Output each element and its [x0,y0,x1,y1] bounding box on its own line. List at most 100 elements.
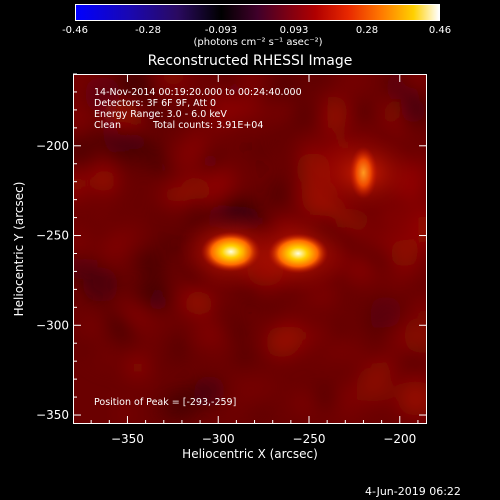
background-texture [73,74,427,424]
texture-blob [73,230,86,253]
texture-blob [312,339,331,357]
colorbar-tick-label: -0.46 [62,25,88,36]
texture-blob [370,349,385,364]
texture-blob [200,151,221,172]
texture-blob [148,201,175,228]
colorbar [75,4,440,21]
texture-blob [409,282,427,302]
texture-blob [141,105,161,126]
texture-blob [169,109,185,125]
time-range-annotation: 14-Nov-2014 00:19:20.000 to 00:24:40.000 [94,87,302,98]
texture-blob [114,123,130,139]
texture-blob [276,320,307,352]
texture-blob [314,74,333,89]
energy-annotation: Energy Range: 3.0 - 6.0 keV [94,109,227,120]
texture-blob [256,375,276,395]
texture-blob [351,102,373,123]
texture-blob [348,325,362,338]
date-stamp: 4-Jun-2019 06:22 [365,485,461,498]
texture-blob [277,104,292,118]
texture-blob [193,305,218,330]
texture-blob [337,74,371,97]
texture-blob [235,74,253,86]
texture-blob [400,97,427,124]
texture-blob [157,398,182,423]
texture-blob [234,351,253,369]
x-tick-label: −200 [383,432,416,446]
texture-blob [83,267,119,303]
texture-blob [390,239,419,268]
texture-blob [127,357,148,378]
texture-blob [223,74,236,86]
texture-blob [84,76,121,113]
texture-blob [280,297,296,313]
texture-blob [111,326,134,348]
texture-blob [248,404,269,424]
colorbar-tick-label: 0.093 [279,25,309,36]
texture-blob [179,387,203,411]
y-tick-label: −300 [36,318,69,332]
texture-blob [153,236,168,250]
texture-blob [117,181,133,197]
texture-blob [369,295,402,328]
y-axis-label: Heliocentric Y (arcsec) [12,181,26,317]
texture-blob [228,369,244,385]
texture-blob [119,74,156,111]
y-tick-label: −250 [36,229,69,243]
emission-sources [175,130,419,296]
texture-blob [161,74,186,87]
image-plot-area: 14-Nov-2014 00:19:20.000 to 00:24:40.000… [73,74,427,424]
x-axis-label: Heliocentric X (arcsec) [182,447,318,461]
texture-blob [404,204,427,243]
texture-blob [206,167,237,199]
y-tick-label: −200 [36,139,69,153]
texture-blob [162,185,181,204]
texture-blob [133,248,155,270]
texture-blob [126,131,146,151]
texture-blob [98,230,130,261]
texture-blob [130,327,161,358]
chart-title: Reconstructed RHESSI Image [147,53,353,69]
texture-blob [130,291,150,311]
texture-blob [76,329,103,356]
texture-blob [175,90,189,104]
texture-blob [73,133,103,171]
texture-blob [298,74,311,83]
colorbar-tick-label: 0.46 [428,25,452,36]
texture-blob [152,292,171,311]
x-tick-label: −250 [293,432,326,446]
colorbar-tick-label: 0.28 [355,25,379,36]
heatmap-image [73,74,427,424]
texture-blob [362,245,390,272]
texture-blob [288,92,328,132]
texture-blob [169,145,196,173]
colorbar-tick-label: -0.28 [135,25,161,36]
texture-blob [198,342,219,362]
texture-blob [227,190,252,214]
x-tick-label: −350 [111,432,144,446]
texture-blob [151,348,168,364]
colorbar-units: (photons cm⁻² s⁻¹ asec⁻²) [193,37,323,48]
texture-blob [182,110,222,151]
texture-blob [73,108,89,131]
texture-blob [356,367,392,403]
emission-source-2 [268,233,329,274]
peak-position-annotation: Position of Peak = [-293,-259] [94,397,237,408]
texture-blob [156,159,176,179]
texture-blob [117,407,132,422]
texture-blob [397,380,427,417]
x-tick-label: −300 [202,432,235,446]
y-tick-label: −350 [36,408,69,422]
texture-blob [168,120,185,137]
texture-blob [221,399,239,418]
texture-blob [340,388,356,403]
texture-blob [73,174,85,195]
texture-blob [96,214,110,227]
texture-blob [332,398,362,424]
texture-blob [368,214,391,237]
texture-blob [135,148,159,172]
texture-blob [267,180,297,210]
texture-blob [271,74,301,99]
texture-blob [267,132,282,146]
